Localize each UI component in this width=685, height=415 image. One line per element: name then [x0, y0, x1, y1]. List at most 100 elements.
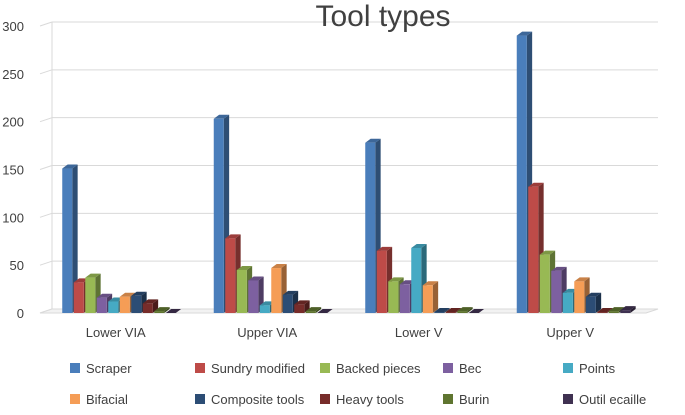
- y-tick-label: 300: [2, 19, 24, 34]
- bar-top: [457, 307, 473, 312]
- bar-front: [131, 295, 142, 313]
- bar-top: [225, 234, 241, 239]
- bar: [165, 309, 182, 313]
- bar-top: [597, 308, 613, 313]
- bar: [585, 292, 602, 313]
- bar-front: [236, 269, 247, 313]
- bar-front: [585, 296, 596, 313]
- bar-top: [434, 308, 450, 313]
- gridline-side: [39, 117, 53, 123]
- legend-label: Backed pieces: [336, 361, 421, 376]
- y-tick-label: 0: [17, 306, 24, 321]
- axes: 0 50 100 150 200 250 300 Lower VIA Upper VIA Lowe…: [2, 19, 594, 340]
- bar-top: [236, 265, 253, 270]
- bar-top: [388, 277, 404, 282]
- bar-top: [131, 291, 147, 296]
- legend-label: Scraper: [86, 361, 132, 376]
- chart-title: Tool types: [315, 0, 450, 33]
- bar: [422, 281, 439, 313]
- bar-top: [574, 277, 590, 282]
- bar-front: [294, 304, 305, 313]
- bar-front: [96, 297, 107, 313]
- bar-front: [365, 142, 376, 313]
- bar-front: [119, 296, 130, 313]
- bar-front: [539, 254, 550, 313]
- bar: [434, 308, 450, 313]
- bar-front: [142, 303, 153, 313]
- legend-item: Burin: [443, 392, 489, 407]
- y-tick-label: 50: [10, 258, 24, 273]
- bar-front: [528, 186, 539, 313]
- bar-top: [620, 306, 636, 311]
- x-tick-label: Lower VIA: [86, 325, 146, 340]
- y-tick-label: 100: [2, 210, 24, 225]
- legend-label: Points: [579, 361, 616, 376]
- legend-item: Sundry modified: [195, 361, 305, 376]
- bar-front: [282, 294, 293, 313]
- bar-side: [432, 281, 439, 313]
- bar-front: [457, 311, 468, 313]
- bar-side: [595, 292, 602, 313]
- bar-top: [85, 273, 101, 278]
- legend-swatch: [320, 363, 330, 373]
- bar-top: [317, 309, 333, 313]
- bar-front: [248, 280, 259, 313]
- legend-label: Burin: [459, 392, 489, 407]
- bar-top: [411, 243, 427, 248]
- legend-swatch: [195, 363, 205, 373]
- bar-front: [73, 282, 84, 313]
- legend-swatch: [443, 394, 453, 404]
- bar-top: [445, 308, 462, 313]
- legend-label: Bec: [459, 361, 482, 376]
- x-tick-label: Lower V: [395, 325, 443, 340]
- bar-top: [62, 164, 78, 169]
- bar-front: [551, 270, 562, 313]
- bar-front: [85, 277, 96, 313]
- bar-front: [213, 118, 224, 314]
- bar-top: [271, 264, 287, 269]
- bar-top: [248, 276, 264, 281]
- bar: [468, 309, 485, 313]
- bar-top: [585, 292, 602, 297]
- legend-item: Heavy tools: [320, 392, 404, 407]
- bar-front: [154, 311, 165, 313]
- bar-side: [164, 307, 170, 313]
- legend-item: Bifacial: [70, 392, 128, 407]
- bar-front: [259, 305, 270, 313]
- bar-front: [399, 284, 410, 313]
- bar-front: [516, 35, 527, 314]
- bar-side: [315, 307, 322, 313]
- bar-front: [62, 168, 73, 313]
- bar-top: [96, 293, 113, 298]
- bar-front: [597, 312, 608, 313]
- legend-label: Heavy tools: [336, 392, 404, 407]
- legend-label: Sundry modified: [211, 361, 305, 376]
- legend-swatch: [563, 363, 573, 373]
- grid: [39, 21, 659, 314]
- bar: [620, 306, 636, 313]
- bar-side: [467, 307, 473, 313]
- bar-side: [444, 308, 450, 313]
- y-tick-label: 200: [2, 115, 24, 130]
- x-tick-label: Upper V: [546, 325, 594, 340]
- bar-side: [630, 306, 636, 313]
- bar-top: [119, 292, 136, 297]
- bar: [154, 307, 170, 313]
- bar-top: [282, 290, 299, 295]
- x-tick-label: Upper VIA: [237, 325, 297, 340]
- bar-front: [608, 311, 619, 313]
- bar: [62, 164, 78, 313]
- bar-top: [142, 299, 159, 304]
- bar-side: [72, 164, 78, 313]
- legend-label: Outil ecaille: [579, 392, 646, 407]
- legend-swatch: [70, 394, 80, 404]
- legend-swatch: [563, 394, 573, 404]
- bar-top: [551, 266, 567, 271]
- bar-front: [445, 312, 456, 313]
- legend-item: Points: [563, 361, 616, 376]
- gridline-side: [39, 260, 53, 266]
- bar-top: [528, 182, 544, 187]
- legend: Scraper Sundry modified Backed pieces Bec Po…: [70, 361, 646, 407]
- bar-front: [376, 250, 387, 313]
